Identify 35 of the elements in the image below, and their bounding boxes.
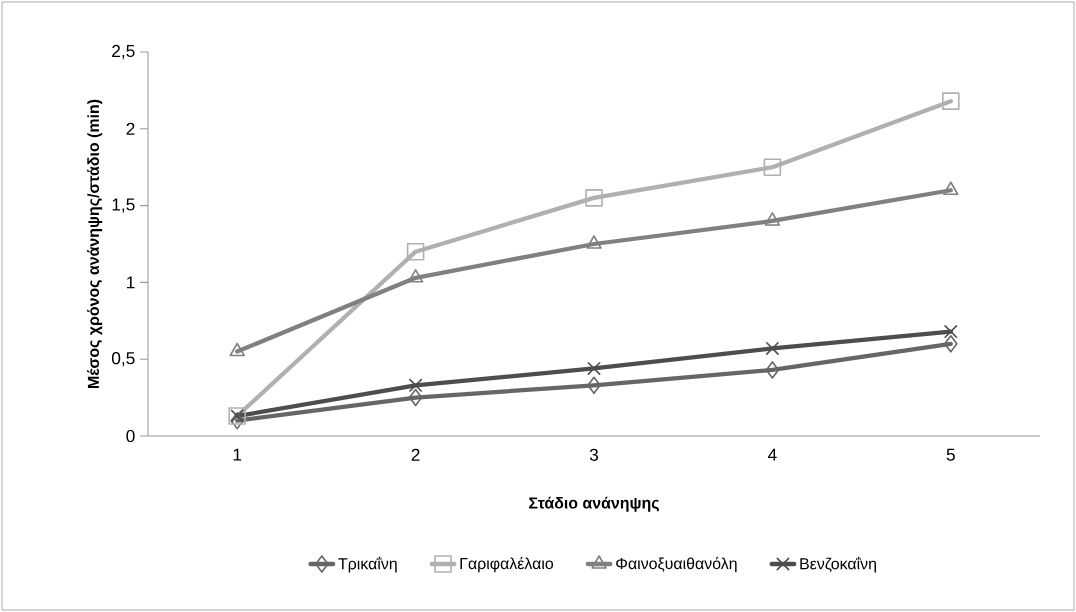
point (944, 335, 958, 353)
point (763, 158, 782, 176)
point (586, 235, 602, 249)
y-tick-label: 0,5 (111, 352, 135, 367)
x-axis-title: Στάδιο ανάνηψης (529, 496, 659, 512)
point (587, 376, 601, 395)
y-tick-label: 0 (126, 429, 135, 443)
point (942, 92, 960, 110)
y-tick-label: 2,5 (112, 44, 135, 60)
point (585, 189, 603, 207)
point (230, 411, 244, 430)
point (407, 268, 424, 283)
x-tick-label: 2 (411, 448, 420, 461)
point (408, 388, 423, 407)
legend-label: Γαριφαλέλαιο (460, 557, 554, 573)
point (765, 341, 779, 355)
legend-label: Φαινοξυαιθανόλη (616, 557, 737, 573)
x-tick-label: 3 (589, 448, 599, 461)
legend-label: Βενζοκαΐνη (800, 556, 876, 573)
point (765, 361, 780, 379)
y-tick-label: 2 (126, 122, 135, 135)
point (409, 378, 423, 392)
x-tick-label: 4 (768, 448, 777, 461)
legend-label: Τρικαΐνη (338, 556, 397, 573)
point (587, 361, 601, 375)
y-tick-label: 1 (127, 276, 135, 289)
y-tick-label: 1,5 (112, 198, 135, 213)
point (943, 181, 959, 196)
y-axis-title: Μέσος χρόνος ανάνηψης/στάδιο (min) (87, 99, 103, 388)
x-tick-label: 1 (233, 448, 242, 461)
point (229, 342, 245, 357)
point (406, 242, 425, 261)
point (764, 212, 781, 226)
x-tick-label: 5 (946, 448, 955, 461)
point (944, 325, 958, 339)
